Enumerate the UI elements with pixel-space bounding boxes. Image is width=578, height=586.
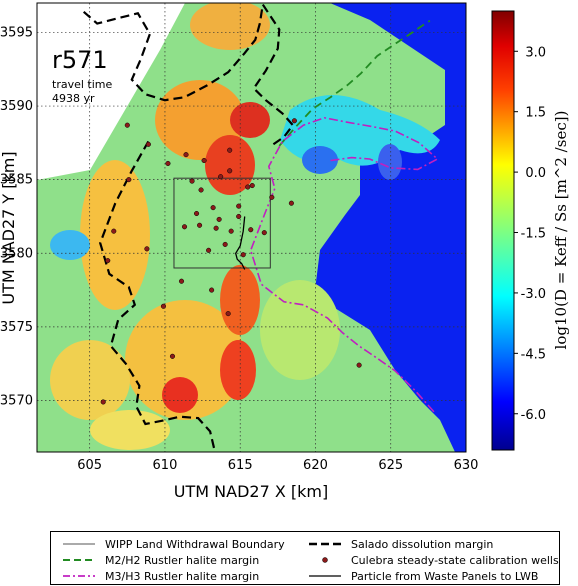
calibration-well-point [261,230,267,236]
calibration-well-point [181,224,188,230]
calibration-well-point [213,225,219,231]
legend-item: Culebra steady-state calibration wells [307,552,559,568]
legend-label: WIPP Land Withdrawal Boundary [105,537,285,551]
colorbar-tick-label: -6.0 [521,408,546,423]
travel-time-label: travel time [52,78,113,91]
colorbar-tick-label: -1.5 [521,227,546,242]
legend-item: Salado dissolution margin [307,536,493,552]
calibration-well-point [218,174,224,180]
calibration-well-point [216,216,222,222]
particle-path [235,216,246,270]
overlay-lines [82,3,439,451]
legend-label: Particle from Waste Panels to LWB [351,569,539,583]
legend-item: Particle from Waste Panels to LWB [307,568,538,584]
calibration-well-point [124,122,130,128]
plot-frame [36,2,467,453]
calibration-well-point [194,210,200,217]
legend-symbol-dot [322,557,328,563]
x-tick-label: 615 [228,458,253,473]
m3h3-margin-line [249,116,439,413]
calibration-well-point [227,168,233,174]
colorbar-ticks: -6.0 -4.5 -3.0 -1.5 0.0 1.5 3.0 [514,45,546,423]
calibration-well-point [189,178,195,184]
calibration-well-point [111,228,117,234]
legend-item: WIPP Land Withdrawal Boundary [61,536,285,552]
y-tick-label: 3595 [0,25,33,40]
legend-symbol [322,557,328,563]
legend: WIPP Land Withdrawal Boundary M2/H2 Rustl… [50,531,560,585]
legend-symbol [63,575,95,577]
run-id-label: r571 [52,46,108,74]
calibration-well-point [206,247,212,253]
colorbar [491,10,515,451]
calibration-well-point [248,227,254,233]
calibration-well-point [183,152,189,158]
salado-margin-west-line [99,140,216,451]
calibration-well-point [126,177,132,183]
y-tick-label: 3580 [0,246,33,261]
legend-label: Culebra steady-state calibration wells [351,553,559,567]
legend-symbol [63,543,95,545]
calibration-well-point [222,241,228,247]
calibration-well-point [165,160,171,167]
calibration-well-point [356,362,362,368]
x-tick-labels: 605 610 615 620 625 630 [77,458,478,473]
calibration-well-point [288,200,294,206]
legend-label: M3/H3 Rustler halite margin [105,569,260,583]
calibration-well-point [169,353,176,359]
calibration-well-point [225,311,231,317]
legend-item: M2/H2 Rustler halite margin [61,552,259,568]
legend-symbol [309,575,341,577]
calibration-well-point [249,182,255,189]
colorbar-tick-label: 1.5 [525,106,546,121]
salado-margin-line [82,3,295,146]
y-tick-label: 3585 [0,173,33,188]
calibration-well-point [100,399,106,405]
calibration-well-point [245,184,251,190]
calibration-well-point [228,228,234,234]
travel-time-value: 4938 yr [52,92,95,105]
calibration-well-point [227,147,233,153]
y-tick-label: 3575 [0,320,33,335]
legend-label: M2/H2 Rustler halite margin [105,553,260,567]
legend-label: Salado dissolution margin [351,537,494,551]
colorbar-tick-label: 3.0 [525,45,546,60]
y-tick-label: 3570 [0,393,33,408]
colorbar-tick-label: 0.0 [525,166,546,181]
x-tick-label: 610 [153,458,178,473]
calibration-well-point [160,303,166,309]
calibration-well-point [269,194,275,200]
calibration-well-point [197,222,203,228]
legend-symbol [63,559,95,561]
calibration-well-point [236,213,242,220]
calibration-well-point [198,187,204,193]
x-tick-label: 620 [303,458,328,473]
calibration-well-point [236,203,242,209]
calibration-well-point [145,141,151,147]
legend-item: M3/H3 Rustler halite margin [61,568,259,584]
calibration-well-point [178,278,185,284]
calibration-well-point [209,287,215,293]
m2h2-margin-line [278,19,431,147]
x-tick-label: 625 [378,458,403,473]
calibration-well-point [105,258,111,264]
colorbar-tick-label: -4.5 [521,347,546,362]
y-tick-label: 3590 [0,99,33,114]
y-axis-label: UTM NAD27 Y [km] [0,151,18,304]
calibration-well-point [210,205,216,211]
colorbar-tick-label: -3.0 [521,287,546,302]
x-tick-label: 605 [77,458,102,473]
calibration-well-point [291,118,297,124]
x-tick-label: 630 [454,458,479,473]
x-axis-label: UTM NAD27 X [km] [174,482,328,501]
legend-symbol [309,542,341,546]
y-tick-labels: 3570 3575 3580 3585 3590 3595 [0,25,33,408]
calibration-well-point [240,252,246,258]
calibration-well-point [144,246,150,252]
calibration-well-point [201,157,207,164]
colorbar-label: log10(D = Keff / Ss [m^2 /sec]) [552,111,570,350]
